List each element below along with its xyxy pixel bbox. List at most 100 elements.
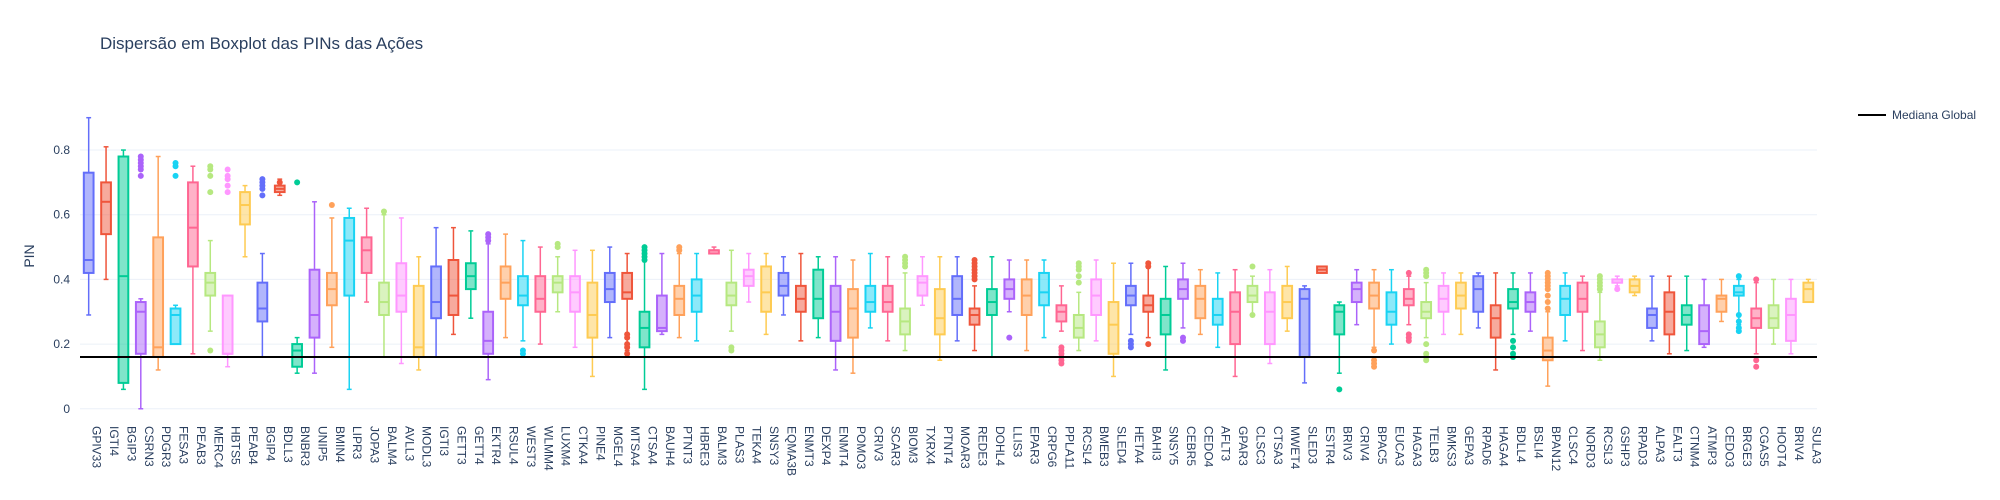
box-gepa3[interactable]: [1455, 272, 1467, 336]
box-balm4[interactable]: [378, 208, 390, 358]
box-ctsa4[interactable]: [638, 244, 651, 391]
box-ctka4[interactable]: [569, 249, 581, 349]
box-haga4[interactable]: [1489, 272, 1502, 371]
box-rsul4[interactable]: [499, 233, 512, 339]
box-rpad3[interactable]: [1628, 275, 1641, 297]
box-clsc3[interactable]: [1246, 263, 1259, 318]
box-crpg6[interactable]: [1038, 259, 1050, 339]
box-luxm4[interactable]: [551, 240, 564, 313]
box-briv4[interactable]: [1785, 278, 1797, 355]
box-bsli4[interactable]: [1524, 272, 1537, 332]
box-mgel4[interactable]: [603, 246, 616, 339]
box-lipr3[interactable]: [343, 207, 356, 391]
box-cedo4[interactable]: [1194, 268, 1207, 336]
box-cebr5[interactable]: [1177, 262, 1189, 344]
box-cgas5[interactable]: [1750, 276, 1763, 370]
box-telb3[interactable]: [1420, 266, 1433, 364]
box-west3[interactable]: [517, 239, 529, 357]
box-aflt3[interactable]: [1211, 272, 1224, 349]
box-criv3[interactable]: [864, 252, 877, 329]
box-igti4[interactable]: [100, 146, 112, 281]
box-bgip3[interactable]: [117, 149, 130, 391]
box-scar3[interactable]: [881, 256, 894, 342]
box-wlmm4[interactable]: [534, 246, 547, 345]
box-heta4[interactable]: [1125, 262, 1137, 351]
box-sled3[interactable]: [1298, 285, 1311, 384]
box-brge3[interactable]: [1732, 273, 1745, 335]
box-bahi3[interactable]: [1142, 260, 1155, 348]
box-rcsl3[interactable]: [1594, 273, 1606, 362]
box-mtsa4[interactable]: [621, 252, 634, 357]
box-pomo3[interactable]: [847, 259, 859, 374]
box-merc4[interactable]: [204, 163, 217, 354]
box-sula3[interactable]: [1802, 278, 1815, 304]
box-bpac5[interactable]: [1368, 268, 1380, 370]
box-hoot4[interactable]: [1767, 278, 1780, 345]
legend[interactable]: Mediana Global: [1858, 108, 1976, 122]
box-bdll3[interactable]: [273, 178, 286, 197]
box-sled4[interactable]: [1107, 262, 1120, 378]
box-bpan12[interactable]: [1541, 269, 1554, 387]
box-enmt3[interactable]: [794, 252, 807, 342]
box-biom3[interactable]: [899, 253, 911, 352]
box-avll3[interactable]: [395, 217, 408, 365]
box-euca3[interactable]: [1385, 268, 1398, 345]
box-bnbr3[interactable]: [291, 179, 303, 374]
box-rcsl4[interactable]: [1072, 260, 1085, 352]
box-snsy3[interactable]: [760, 252, 772, 336]
box-mwet4[interactable]: [1281, 265, 1294, 332]
box-haga3[interactable]: [1402, 269, 1415, 344]
box-bmin4[interactable]: [326, 202, 338, 349]
box-modl3[interactable]: [412, 256, 425, 371]
box-atmp3[interactable]: [1698, 278, 1710, 349]
box-criv4[interactable]: [1350, 268, 1363, 326]
box-ptnt3[interactable]: [673, 244, 686, 339]
box-estr4[interactable]: [1316, 265, 1328, 274]
box-nord3[interactable]: [1576, 275, 1589, 352]
box-dohl4[interactable]: [986, 256, 998, 358]
box-pdgr3[interactable]: [152, 155, 165, 371]
box-briv3[interactable]: [1333, 301, 1346, 393]
box-ctsa3[interactable]: [1263, 268, 1276, 365]
box-dexp4[interactable]: [812, 256, 825, 339]
box-eqma3b[interactable]: [777, 256, 790, 316]
box-txrx4[interactable]: [916, 256, 929, 307]
box-gshp3[interactable]: [1611, 275, 1624, 293]
box-gett3[interactable]: [447, 226, 460, 336]
box-peab3[interactable]: [187, 165, 199, 355]
box-epar3[interactable]: [1020, 259, 1033, 352]
box-gett4[interactable]: [464, 230, 477, 319]
box-moar3[interactable]: [951, 256, 964, 342]
box-gpar3[interactable]: [1229, 268, 1241, 378]
box-bauh4[interactable]: [656, 252, 668, 336]
box-clsc4[interactable]: [1559, 272, 1571, 342]
box-bdll4[interactable]: [1507, 272, 1519, 361]
box-rpad6[interactable]: [1472, 272, 1485, 329]
box-ektr4[interactable]: [482, 231, 495, 381]
box-fesa3[interactable]: [169, 159, 182, 346]
box-alpa3[interactable]: [1646, 275, 1658, 342]
box-plas3[interactable]: [725, 249, 738, 354]
box-hbre3[interactable]: [690, 252, 703, 342]
box-llis3[interactable]: [1003, 259, 1016, 341]
box-igti3[interactable]: [430, 226, 442, 358]
box-unip5[interactable]: [308, 201, 321, 374]
box-balm3[interactable]: [708, 246, 720, 255]
box-peab4[interactable]: [239, 184, 251, 258]
box-jopa3[interactable]: [360, 207, 373, 303]
box-hbts5[interactable]: [221, 166, 234, 368]
box-bgip4[interactable]: [256, 176, 269, 358]
box-bmeb3[interactable]: [1090, 259, 1103, 342]
box-bmks3[interactable]: [1437, 272, 1450, 336]
box-cedo3[interactable]: [1715, 278, 1728, 323]
box-rede3[interactable]: [968, 257, 981, 352]
box-snsy5[interactable]: [1159, 265, 1172, 371]
box-gpiv33[interactable]: [82, 116, 95, 316]
box-ptnt4[interactable]: [933, 256, 946, 362]
box-ctnm4[interactable]: [1680, 275, 1693, 352]
box-enmt4[interactable]: [829, 256, 842, 371]
box-teka4[interactable]: [742, 252, 755, 303]
box-ppla11[interactable]: [1055, 285, 1068, 367]
box-ealt3[interactable]: [1663, 275, 1676, 355]
box-csrn3[interactable]: [134, 153, 147, 410]
